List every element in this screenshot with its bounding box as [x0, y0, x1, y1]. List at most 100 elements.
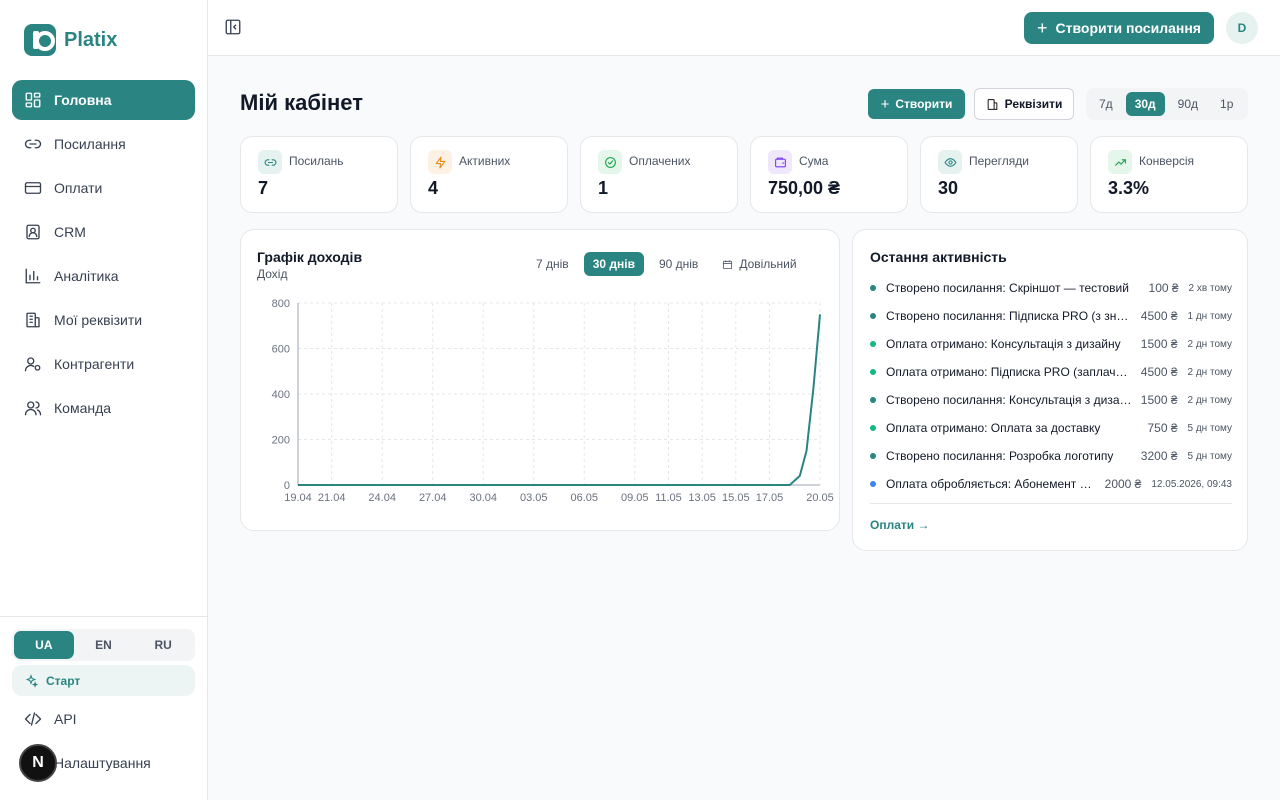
wallet-icon — [768, 150, 792, 174]
activity-time: 1 дн тому — [1187, 310, 1233, 322]
lang-ru-button[interactable]: RU — [154, 638, 172, 652]
sidebar-item-counterparties[interactable]: Контрагенти — [12, 344, 195, 384]
activity-time: 5 дн тому — [1187, 450, 1233, 462]
activity-list: Створено посилання: Скріншот — тестовий 1… — [870, 274, 1232, 498]
activity-text: Оплата отримано: Консультація з дизайну — [886, 337, 1121, 351]
page-title: Мій кабінет — [240, 90, 364, 115]
activity-text: Оплата обробляється: Абонемент на місяць — [886, 477, 1097, 491]
sidebar-item-label: Мої реквізити — [54, 312, 143, 328]
sidebar-item-label: Оплати — [54, 180, 103, 196]
avatar[interactable]: D — [1226, 12, 1258, 44]
activity-item[interactable]: Створено посилання: Консультація з дизай… — [870, 386, 1232, 414]
x-tick-label: 19.04 — [284, 492, 312, 504]
chart-tab-custom[interactable]: Довільний — [713, 252, 805, 276]
sidebar-item-team[interactable]: Команда — [12, 388, 195, 428]
activity-time: 2 хв тому — [1188, 282, 1232, 294]
sidebar-item-crm[interactable]: CRM — [12, 212, 195, 252]
link-icon — [258, 150, 282, 174]
sidebar-item-links[interactable]: Посилання — [12, 124, 195, 164]
stat-card-links: Посилань 7 — [240, 136, 398, 213]
sidebar-item-api[interactable]: API — [24, 710, 77, 728]
activity-item[interactable]: Оплата обробляється: Абонемент на місяць… — [870, 470, 1232, 498]
activity-amount: 4500 ₴ — [1140, 309, 1178, 323]
x-tick-label: 15.05 — [722, 492, 750, 504]
activity-item[interactable]: Оплата отримано: Підписка PRO (заплачено… — [870, 358, 1232, 386]
bolt-icon — [428, 150, 452, 174]
activity-amount: 3200 ₴ — [1140, 449, 1178, 463]
activity-amount: 1500 ₴ — [1140, 337, 1178, 351]
card-icon — [24, 179, 42, 197]
start-label: Старт — [46, 673, 81, 688]
sidebar-toggle-button[interactable] — [224, 18, 244, 38]
plus-icon: + — [1037, 18, 1048, 38]
stat-card-paid: Оплачених 1 — [580, 136, 738, 213]
revenue-chart: 0 200 400 600 800 19.04 21.04 24.04 27.04 30.04 03… — [272, 298, 834, 504]
main-nav: Головна Посилання Оплати CRM Аналітика М… — [12, 80, 195, 432]
status-dot-icon — [870, 369, 876, 375]
requisites-button[interactable]: Реквізити — [974, 88, 1074, 120]
activity-time: 12.05.2026, 09:43 — [1151, 478, 1232, 490]
bar-chart-icon — [24, 267, 42, 285]
activity-time: 2 дн тому — [1187, 394, 1233, 406]
y-tick-label: 200 — [272, 435, 290, 447]
stat-label: Конверсія — [1139, 154, 1195, 168]
x-tick-label: 03.05 — [520, 492, 548, 504]
activity-item[interactable]: Створено посилання: Підписка PRO (з зниж… — [870, 302, 1232, 330]
topbar: + Створити посилання D — [208, 0, 1280, 56]
trend-up-icon — [1108, 150, 1132, 174]
create-link-button[interactable]: + Створити посилання — [1024, 12, 1214, 44]
period-1y-button[interactable]: 1р — [1220, 97, 1234, 111]
eye-icon — [938, 150, 962, 174]
sidebar-item-payments[interactable]: Оплати — [12, 168, 195, 208]
x-tick-label: 24.04 — [368, 492, 396, 504]
period-selector: 7д 30д 90д 1р — [1086, 88, 1248, 120]
y-tick-label: 400 — [272, 389, 290, 401]
activity-time: 5 дн тому — [1187, 422, 1233, 434]
stat-value: 750,00 ₴ — [768, 178, 841, 198]
building-icon — [987, 98, 997, 110]
plus-icon: + — [880, 95, 890, 113]
period-7d-button[interactable]: 7д — [1099, 97, 1113, 111]
start-button[interactable]: Старт — [12, 665, 195, 696]
sidebar-item-requisites[interactable]: Мої реквізити — [12, 300, 195, 340]
dev-tools-badge[interactable]: N — [19, 744, 57, 782]
dashboard-icon — [24, 91, 42, 109]
lang-ua-button[interactable]: UA — [14, 631, 74, 659]
sidebar-footer: UA EN RU Старт — [0, 616, 207, 800]
x-tick-label: 09.05 — [621, 492, 649, 504]
y-tick-label: 0 — [284, 480, 290, 492]
activity-item[interactable]: Створено посилання: Скріншот — тестовий 1… — [870, 274, 1232, 302]
sidebar-item-label: Посилання — [54, 136, 126, 152]
chart-tab-7d[interactable]: 7 днів — [536, 257, 569, 271]
activity-text: Створено посилання: Консультація з дизай… — [886, 393, 1133, 407]
period-30d-button[interactable]: 30д — [1125, 92, 1165, 116]
stat-label: Оплачених — [629, 154, 691, 168]
lang-en-button[interactable]: EN — [95, 638, 112, 652]
x-tick-label: 27.04 — [419, 492, 447, 504]
activity-item[interactable]: Оплата отримано: Консультація з дизайну 1… — [870, 330, 1232, 358]
create-button[interactable]: + Створити — [868, 89, 965, 119]
payments-link[interactable]: Оплати → — [870, 518, 930, 532]
stat-card-views: Перегляди 30 — [920, 136, 1078, 213]
activity-time: 2 дн тому — [1187, 338, 1233, 350]
sidebar-item-label: Налаштування — [54, 755, 151, 771]
activity-item[interactable]: Створено посилання: Розробка логотипу 320… — [870, 442, 1232, 470]
sidebar-item-label: API — [54, 711, 77, 727]
team-icon — [24, 399, 42, 417]
activity-text: Оплата отримано: Оплата за доставку — [886, 421, 1101, 435]
logo[interactable]: Platix — [24, 24, 117, 56]
sidebar-item-analytics[interactable]: Аналітика — [12, 256, 195, 296]
sidebar: Platix Головна Посилання Оплати CRM Анал… — [0, 0, 208, 800]
status-dot-icon — [870, 341, 876, 347]
stat-value: 30 — [938, 178, 959, 198]
status-dot-icon — [870, 425, 876, 431]
sidebar-item-home[interactable]: Головна — [12, 80, 195, 120]
stat-card-active: Активних 4 — [410, 136, 568, 213]
chart-tab-30d[interactable]: 30 днів — [583, 252, 644, 276]
activity-amount: 4500 ₴ — [1140, 365, 1178, 379]
chart-tab-90d[interactable]: 90 днів — [658, 257, 699, 271]
chart-range-tabs: 7 днів 30 днів 90 днів Довільний — [527, 252, 806, 276]
activity-item[interactable]: Оплата отримано: Оплата за доставку 750 ₴… — [870, 414, 1232, 442]
activity-text: Оплата отримано: Підписка PRO (заплачено… — [886, 365, 1133, 379]
period-90d-button[interactable]: 90д — [1177, 97, 1199, 111]
